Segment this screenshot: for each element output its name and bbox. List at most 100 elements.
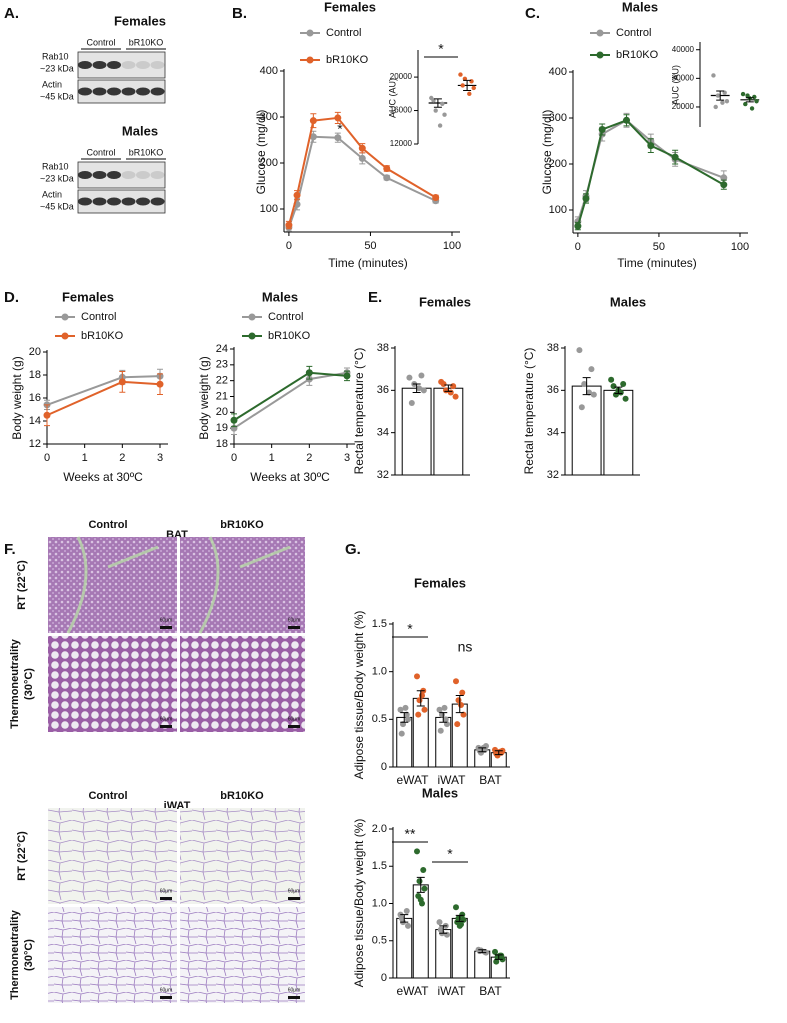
data-point [415, 711, 422, 718]
data-point [598, 126, 606, 133]
histology-image [180, 808, 305, 904]
y-tick-label: 16 [29, 392, 41, 404]
data-point [416, 385, 423, 392]
legend-label: Control [616, 27, 651, 39]
x-tick-label: 100 [443, 240, 461, 252]
data-point [713, 104, 718, 110]
data-point [285, 221, 293, 229]
y-tick-label: 30000 [672, 73, 695, 82]
blot-band [136, 61, 150, 69]
data-point [358, 144, 366, 152]
y-tick-label: 16000 [390, 106, 413, 115]
y-tick-label: 1.0 [372, 666, 387, 678]
y-tick-label: 20 [216, 406, 228, 418]
y-tick-label: 1.0 [372, 897, 387, 909]
x-tick-label: 1 [269, 452, 275, 464]
condition-label: Thermoneutrality [9, 909, 21, 1000]
histology-image [48, 808, 177, 904]
scale-bar [160, 626, 172, 629]
data-point [459, 911, 466, 918]
group-label: Control [86, 37, 115, 47]
legend-marker [248, 332, 256, 340]
data-point [453, 678, 459, 685]
y-tick-label: 38 [547, 342, 559, 354]
bar [433, 387, 464, 476]
histology-image [180, 537, 305, 633]
panel-label: F. [4, 541, 16, 558]
y-axis-label: AUC (AU) [670, 65, 680, 105]
blot-band [107, 61, 121, 69]
data-point [43, 411, 51, 419]
blot-band [107, 197, 121, 206]
data-point [436, 706, 443, 713]
scale-bar [288, 626, 300, 629]
error-bar [478, 747, 487, 753]
annotation: * [447, 846, 453, 862]
size-label: ~45 kDa [40, 91, 74, 101]
data-point [406, 374, 413, 381]
data-point [432, 194, 440, 201]
data-point [230, 416, 238, 424]
scale-bar [160, 725, 172, 728]
data-point [421, 706, 428, 713]
data-point [610, 383, 617, 390]
x-tick-label: 3 [344, 452, 350, 464]
data-point [581, 380, 588, 387]
legend-marker [248, 313, 256, 321]
data-point [582, 195, 590, 202]
data-point [743, 101, 748, 107]
y-tick-label: 32 [377, 469, 389, 481]
scale-bar-label: 60μm [160, 617, 173, 623]
protein-label: Actin [42, 189, 62, 199]
data-point [720, 181, 728, 189]
data-point [471, 85, 476, 91]
data-point [358, 154, 366, 162]
data-point [442, 112, 447, 117]
group-label: bR10KO [129, 147, 164, 157]
panel-label: C. [525, 5, 540, 22]
y-tick-label: 0 [381, 761, 387, 773]
blot-band [121, 61, 136, 69]
x-tick-label: 0 [286, 240, 292, 252]
data-point [720, 174, 728, 182]
histology-image [48, 636, 177, 732]
blot-band [92, 171, 107, 179]
error-bar [716, 90, 725, 101]
chart-title: Females [419, 294, 471, 309]
data-point [752, 94, 757, 100]
y-axis-label: Glucose (mg/dl) [540, 110, 554, 195]
data-point [586, 389, 593, 396]
data-point [417, 896, 424, 903]
data-point [493, 958, 500, 965]
data-point [441, 704, 448, 711]
panel-label: D. [4, 289, 19, 306]
blot-band [107, 171, 121, 179]
data-point [458, 72, 463, 77]
data-point [720, 100, 725, 105]
blot-band [92, 197, 107, 206]
scale-bar [288, 996, 300, 999]
data-point [420, 866, 427, 873]
y-tick-label: 38 [377, 342, 389, 354]
data-point [416, 878, 423, 885]
blot-band [92, 61, 107, 69]
y-tick-label: 200 [260, 157, 278, 169]
legend-label: Control [81, 311, 116, 323]
data-point [492, 948, 498, 955]
legend-label: bR10KO [268, 330, 311, 342]
error-bar [400, 712, 409, 723]
group-label: bR10KO [220, 790, 264, 802]
y-axis-label: Body weight (g) [197, 356, 211, 439]
legend-marker [596, 29, 604, 37]
legend-label: bR10KO [81, 330, 124, 342]
data-point [590, 391, 597, 398]
error-bar [416, 690, 425, 707]
data-point [398, 915, 405, 922]
data-point [711, 73, 716, 78]
group-label: Control [86, 147, 115, 157]
data-point [403, 907, 410, 914]
blot-band [121, 171, 136, 179]
data-point [467, 91, 472, 97]
data-point [497, 952, 503, 959]
